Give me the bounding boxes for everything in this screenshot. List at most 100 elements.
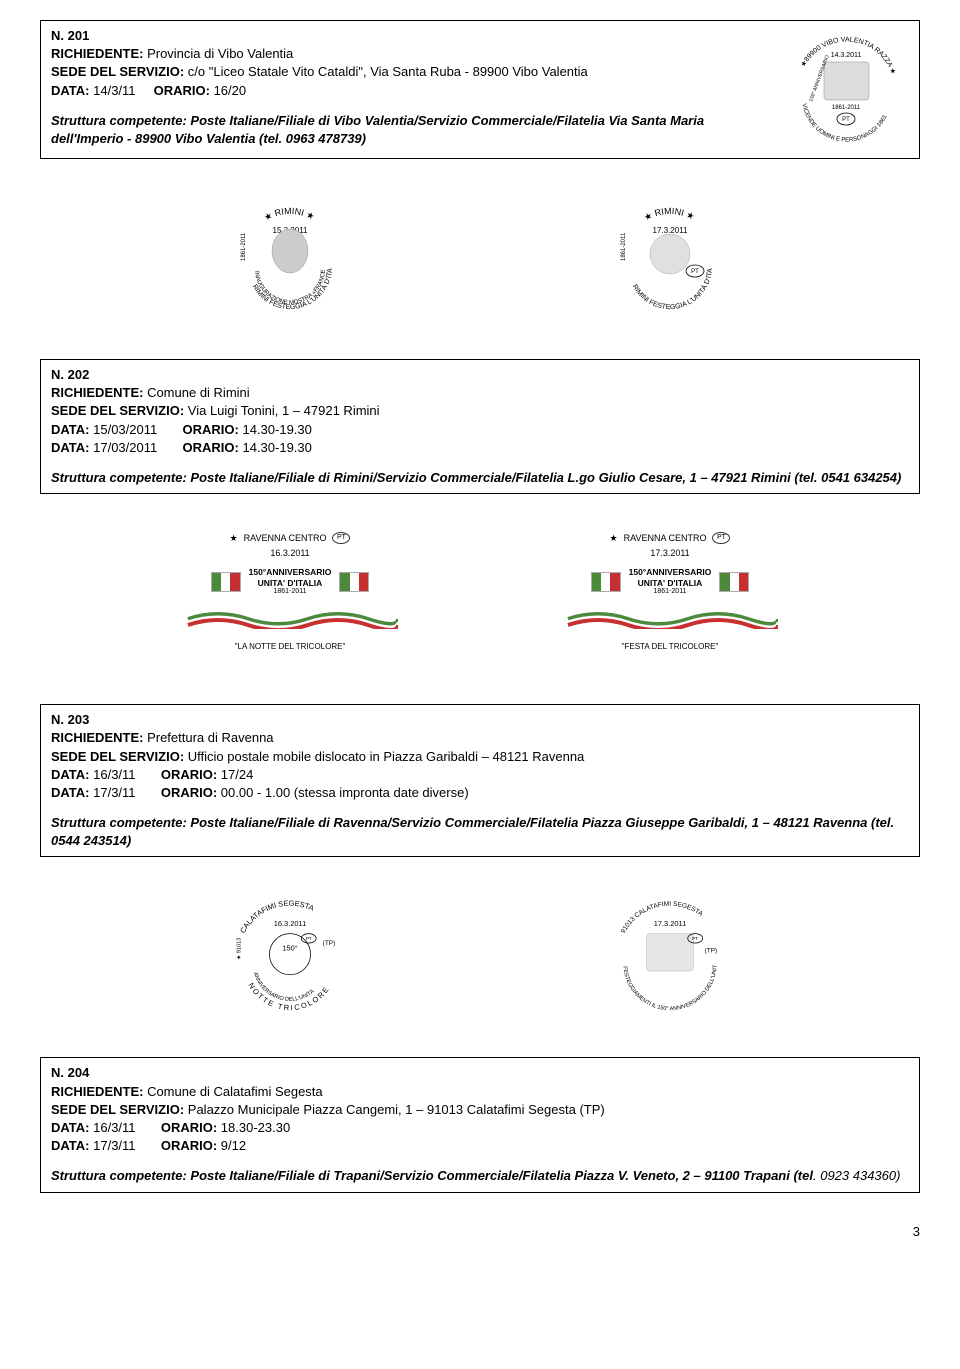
anniv-line1: UNITA' D'ITALIA: [249, 578, 332, 588]
orario-label: ORARIO:: [161, 767, 217, 782]
rimini-stamp-right: ★ RIMINI ★ 17.3.2011 PT RIMINI FESTEGGIA…: [600, 189, 740, 329]
request-box-202: N. 202 RICHIEDENTE: Comune di Rimini SED…: [40, 359, 920, 494]
orario-label: ORARIO:: [154, 83, 210, 98]
page-number: 3: [40, 1223, 920, 1241]
calatafimi-stamp-row: CALATAFIMI SEGESTA 16.3.2011 150° PT (TP…: [40, 887, 920, 1027]
svg-text:★ 91013: ★ 91013: [236, 938, 243, 960]
orario-value: 17/24: [217, 767, 253, 782]
struttura-text-part2: . 0923 434360): [813, 1168, 900, 1183]
flag-icon: [719, 572, 749, 592]
richiedente-value: Provincia di Vibo Valentia: [143, 46, 293, 61]
orario-value: 14.30-19.30: [239, 422, 312, 437]
n-label: N. 203: [51, 711, 909, 729]
anniv-line2: 1861-2011: [629, 588, 712, 596]
struttura-text: Struttura competente: Poste Italiane/Fil…: [51, 112, 769, 148]
struttura-text-part1: Struttura competente: Poste Italiane/Fil…: [51, 1168, 813, 1183]
svg-text:91013 CALATAFIMI SEGESTA: 91013 CALATAFIMI SEGESTA: [620, 901, 705, 935]
richiedente-value: Comune di Calatafimi Segesta: [143, 1084, 322, 1099]
sede-value: Via Luigi Tonini, 1 – 47921 Rimini: [184, 403, 379, 418]
sede-label: SEDE DEL SERVIZIO:: [51, 1102, 184, 1117]
svg-text:PT: PT: [306, 937, 312, 942]
ravenna-stamp-row: ★ RAVENNA CENTRO PT 16.3.2011 150°ANNIVE…: [40, 524, 920, 674]
struttura-text: Struttura competente: Poste Italiane/Fil…: [51, 814, 909, 850]
ravenna-header: RAVENNA CENTRO: [624, 532, 707, 545]
orario-label: ORARIO:: [161, 785, 217, 800]
request-box-204: N. 204 RICHIEDENTE: Comune di Calatafimi…: [40, 1057, 920, 1192]
n-label: N. 202: [51, 366, 909, 384]
svg-text:★ RIMINI ★: ★ RIMINI ★: [642, 206, 696, 223]
struttura-text: Struttura competente: Poste Italiane/Fil…: [51, 469, 909, 487]
svg-text:17.3.2011: 17.3.2011: [654, 920, 687, 929]
sede-label: SEDE DEL SERVIZIO:: [51, 64, 184, 79]
svg-text:(TP): (TP): [323, 940, 336, 947]
svg-text:1861-2011: 1861-2011: [241, 232, 247, 261]
flag-icon: [591, 572, 621, 592]
calatafimi-stamp-left: CALATAFIMI SEGESTA 16.3.2011 150° PT (TP…: [220, 887, 360, 1027]
vibo-valentia-stamp: ★89900 VIBO VALENTIA RAZZA ★ VICENDE UOM…: [784, 27, 909, 152]
data-label: DATA:: [51, 785, 90, 800]
orario-value: 14.30-19.30: [239, 440, 312, 455]
orario-label: ORARIO:: [183, 422, 239, 437]
ravenna-date: 17.3.2011: [558, 547, 782, 560]
wave-decoration: [178, 604, 398, 629]
richiedente-label: RICHIEDENTE:: [51, 46, 143, 61]
orario-value: 16/20: [210, 83, 246, 98]
svg-text:150°: 150°: [282, 944, 297, 953]
sede-label: SEDE DEL SERVIZIO:: [51, 749, 184, 764]
data-label: DATA:: [51, 440, 90, 455]
orario-value: 9/12: [217, 1138, 246, 1153]
data-value: 17/3/11: [90, 1138, 136, 1153]
data-value: 17/3/11: [90, 785, 136, 800]
richiedente-label: RICHIEDENTE:: [51, 730, 143, 745]
svg-text:14.3.2011: 14.3.2011: [831, 52, 862, 59]
svg-text:PT: PT: [842, 117, 850, 123]
n-label: N. 201: [51, 27, 769, 45]
data-label: DATA:: [51, 83, 90, 98]
pt-icon: PT: [332, 532, 350, 544]
richiedente-value: Comune di Rimini: [143, 385, 249, 400]
flag-icon: [339, 572, 369, 592]
orario-value: 00.00 - 1.00 (stessa impronta date diver…: [217, 785, 468, 800]
richiedente-value: Prefettura di Ravenna: [143, 730, 273, 745]
n-label: N. 204: [51, 1064, 909, 1082]
ravenna-date: 16.3.2011: [178, 547, 402, 560]
rimini-stamp-row: ★ RIMINI ★ 15.3.2011 INAUGURAZIONE MOSTR…: [40, 189, 920, 329]
richiedente-label: RICHIEDENTE:: [51, 1084, 143, 1099]
flag-icon: [211, 572, 241, 592]
rimini-stamp-left: ★ RIMINI ★ 15.3.2011 INAUGURAZIONE MOSTR…: [220, 189, 360, 329]
svg-text:(TP): (TP): [705, 948, 718, 955]
anniv-line2: 1861-2011: [249, 588, 332, 596]
svg-text:PT: PT: [691, 269, 699, 275]
anniv-text: 150°ANNIVERSARIO: [249, 567, 332, 577]
svg-text:PT: PT: [692, 937, 698, 942]
data-label: DATA:: [51, 1120, 90, 1135]
svg-text:1861-2011: 1861-2011: [621, 232, 627, 261]
sede-label: SEDE DEL SERVIZIO:: [51, 403, 184, 418]
data-value: 15/03/2011: [90, 422, 158, 437]
anniv-text: 150°ANNIVERSARIO: [629, 567, 712, 577]
svg-text:17.3.2011: 17.3.2011: [653, 226, 689, 235]
pt-icon: PT: [712, 532, 730, 544]
data-value: 16/3/11: [90, 1120, 136, 1135]
wave-decoration: [558, 604, 778, 629]
svg-text:CALATAFIMI SEGESTA: CALATAFIMI SEGESTA: [238, 899, 315, 935]
anniv-line1: UNITA' D'ITALIA: [629, 578, 712, 588]
ravenna-header: RAVENNA CENTRO: [244, 532, 327, 545]
svg-text:★ RIMINI ★: ★ RIMINI ★: [262, 206, 316, 223]
sede-value: Palazzo Municipale Piazza Cangemi, 1 – 9…: [184, 1102, 605, 1117]
svg-text:16.3.2011: 16.3.2011: [274, 920, 307, 929]
request-box-203: N. 203 RICHIEDENTE: Prefettura di Ravenn…: [40, 704, 920, 857]
data-label: DATA:: [51, 422, 90, 437]
orario-label: ORARIO:: [183, 440, 239, 455]
request-box-201: N. 201 RICHIEDENTE: Provincia di Vibo Va…: [40, 20, 920, 159]
ravenna-caption: "FESTA DEL TRICOLORE": [558, 641, 782, 652]
ravenna-stamp-right: ★ RAVENNA CENTRO PT 17.3.2011 150°ANNIVE…: [550, 524, 790, 674]
richiedente-label: RICHIEDENTE:: [51, 385, 143, 400]
data-label: DATA:: [51, 767, 90, 782]
ravenna-stamp-left: ★ RAVENNA CENTRO PT 16.3.2011 150°ANNIVE…: [170, 524, 410, 674]
data-label: DATA:: [51, 1138, 90, 1153]
data-value: 17/03/2011: [90, 440, 158, 455]
data-value: 16/3/11: [90, 767, 136, 782]
calatafimi-stamp-right: 91013 CALATAFIMI SEGESTA 17.3.2011 PT (T…: [600, 887, 740, 1027]
svg-text:1861-2011: 1861-2011: [832, 105, 861, 111]
